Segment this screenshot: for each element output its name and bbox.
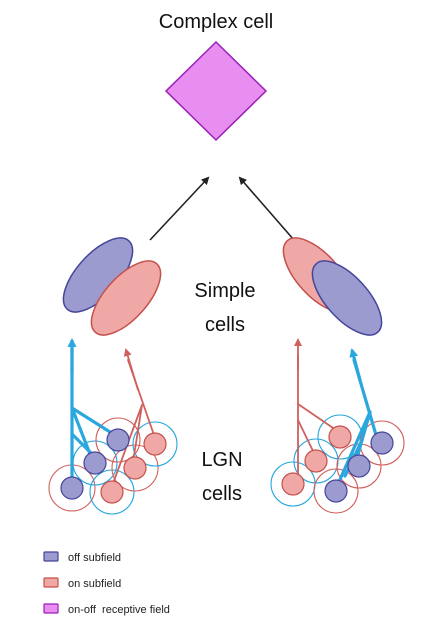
legend-item-off: off subfield — [43, 551, 121, 564]
off-center-cell — [347, 454, 371, 478]
legend-label-on: on subfield — [68, 578, 121, 590]
on-subfield-ellipse — [90, 260, 162, 336]
simple-cell-right — [282, 237, 383, 336]
on-center-cell — [123, 456, 147, 480]
lgn-cells-label-line2: cells — [202, 483, 242, 505]
simple-cells-label-line1: Simple — [194, 280, 255, 302]
simple-cells-label-line2: cells — [205, 314, 245, 336]
legend-item-on: on subfield — [43, 577, 121, 590]
arrow-right-simple-to-complex — [238, 176, 295, 241]
off-center-cell — [370, 431, 394, 455]
on-center-cell — [281, 472, 305, 496]
legend: off subfield on subfield on-off receptiv… — [43, 551, 170, 616]
legend-item-on-off: on-off receptive field — [43, 603, 170, 616]
complex-cell-diamond — [164, 40, 268, 142]
off-center-cell — [60, 476, 84, 500]
legend-label-off: off subfield — [68, 552, 121, 564]
off-center-cell — [83, 451, 107, 475]
legend-label-on-off: on-off receptive field — [68, 604, 170, 616]
off-subfield-ellipse — [311, 260, 383, 336]
off-center-cell — [106, 428, 130, 452]
on-center-cell — [328, 425, 352, 449]
on-center-cell — [304, 449, 328, 473]
legend-swatch-on-off — [43, 603, 59, 614]
legend-swatch-off — [43, 551, 59, 562]
on-center-cell — [100, 480, 124, 504]
simple-cell-left — [62, 237, 162, 336]
on-center-cell — [143, 432, 167, 456]
arrow-left-simple-to-complex — [149, 176, 210, 241]
legend-swatch-on — [43, 577, 59, 588]
lgn-cluster-right — [270, 338, 405, 514]
off-center-cell — [324, 479, 348, 503]
lgn-cluster-left — [48, 338, 178, 515]
complex-cell-title: Complex cell — [159, 11, 273, 33]
lgn-cells-label-line1: LGN — [201, 449, 242, 471]
